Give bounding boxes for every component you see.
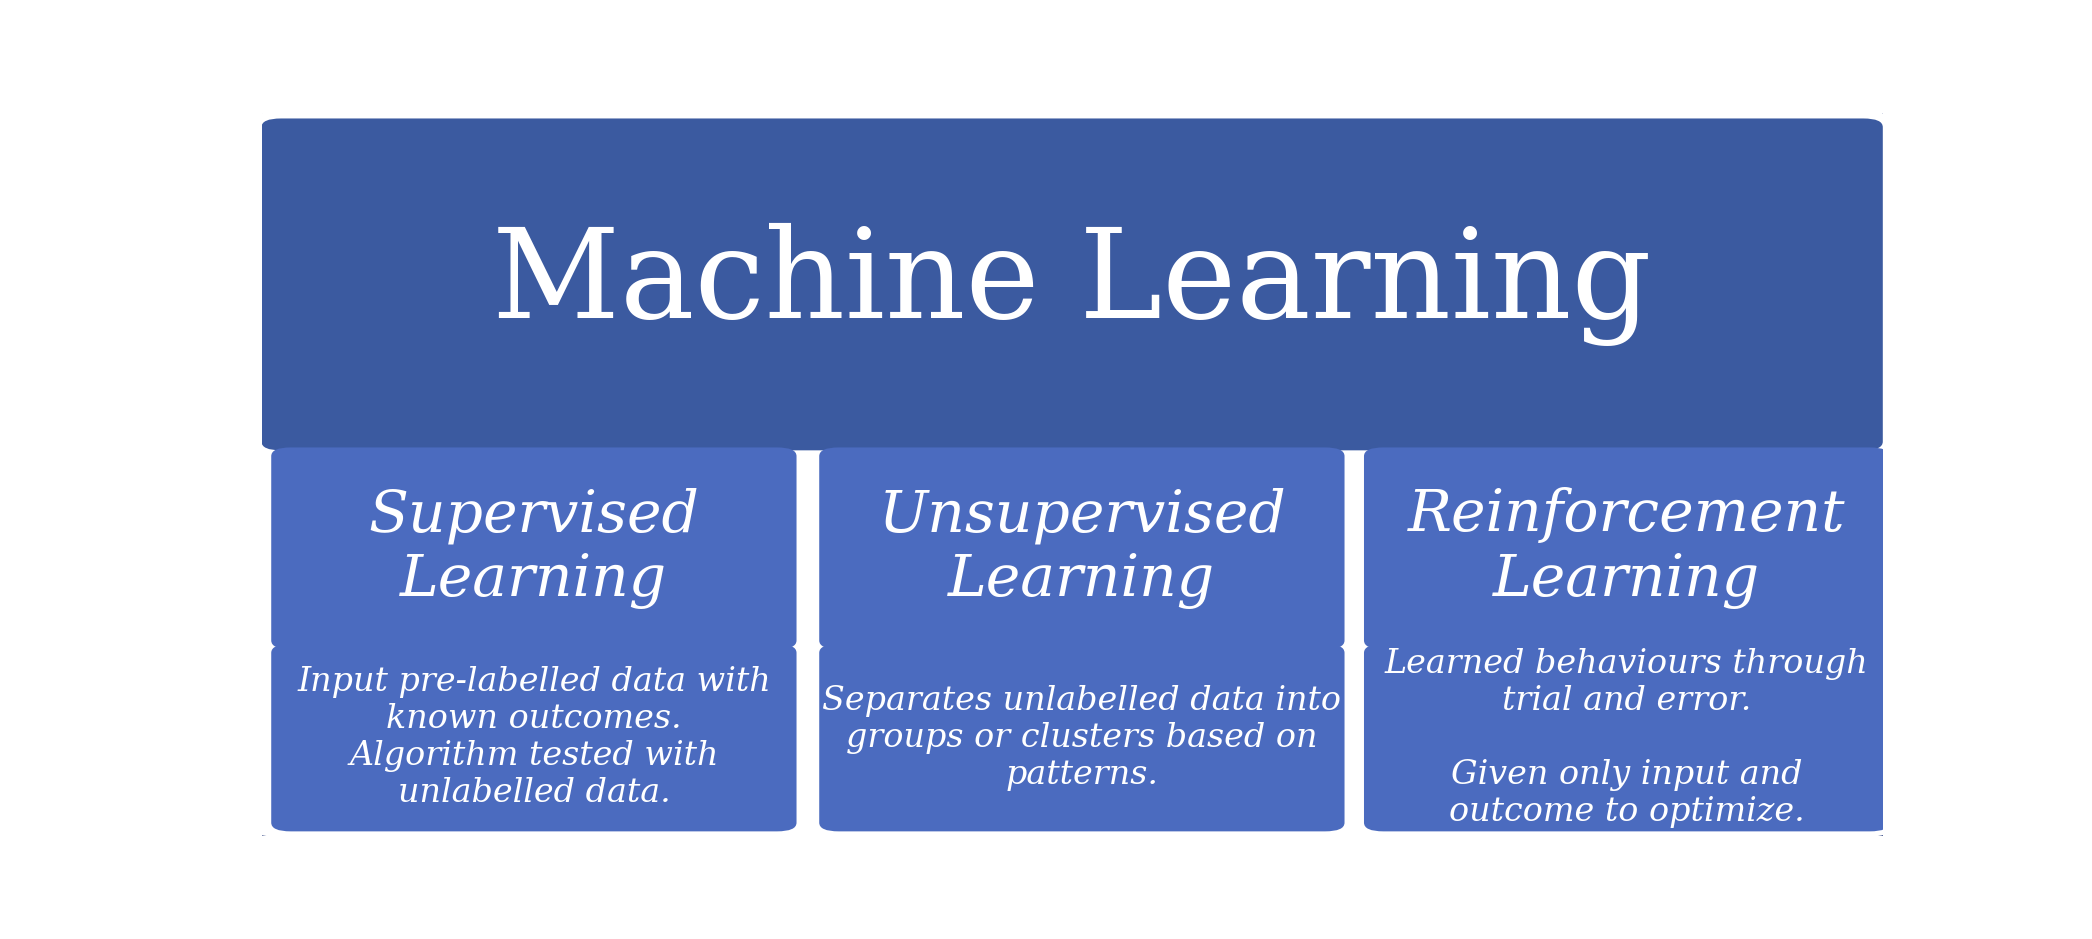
Text: Reinforcement
Learning: Reinforcement Learning [1408, 487, 1845, 609]
Text: Separates unlabelled data into
groups or clusters based on
patterns.: Separates unlabelled data into groups or… [822, 685, 1341, 791]
FancyBboxPatch shape [820, 448, 1345, 649]
FancyBboxPatch shape [272, 448, 797, 649]
Text: Learned behaviours through
trial and error.

Given only input and
outcome to opt: Learned behaviours through trial and err… [1385, 648, 1868, 828]
FancyBboxPatch shape [1364, 448, 1889, 649]
Text: Machine Learning: Machine Learning [492, 223, 1653, 346]
FancyBboxPatch shape [820, 644, 1345, 831]
FancyBboxPatch shape [272, 644, 797, 831]
FancyBboxPatch shape [262, 118, 1883, 451]
FancyBboxPatch shape [257, 111, 1887, 838]
Text: Unsupervised
Learning: Unsupervised Learning [879, 487, 1287, 609]
Text: Input pre-labelled data with
known outcomes.
Algorithm tested with
unlabelled da: Input pre-labelled data with known outco… [297, 667, 770, 809]
FancyBboxPatch shape [1364, 644, 1889, 831]
Text: Supervised
Learning: Supervised Learning [368, 487, 699, 609]
